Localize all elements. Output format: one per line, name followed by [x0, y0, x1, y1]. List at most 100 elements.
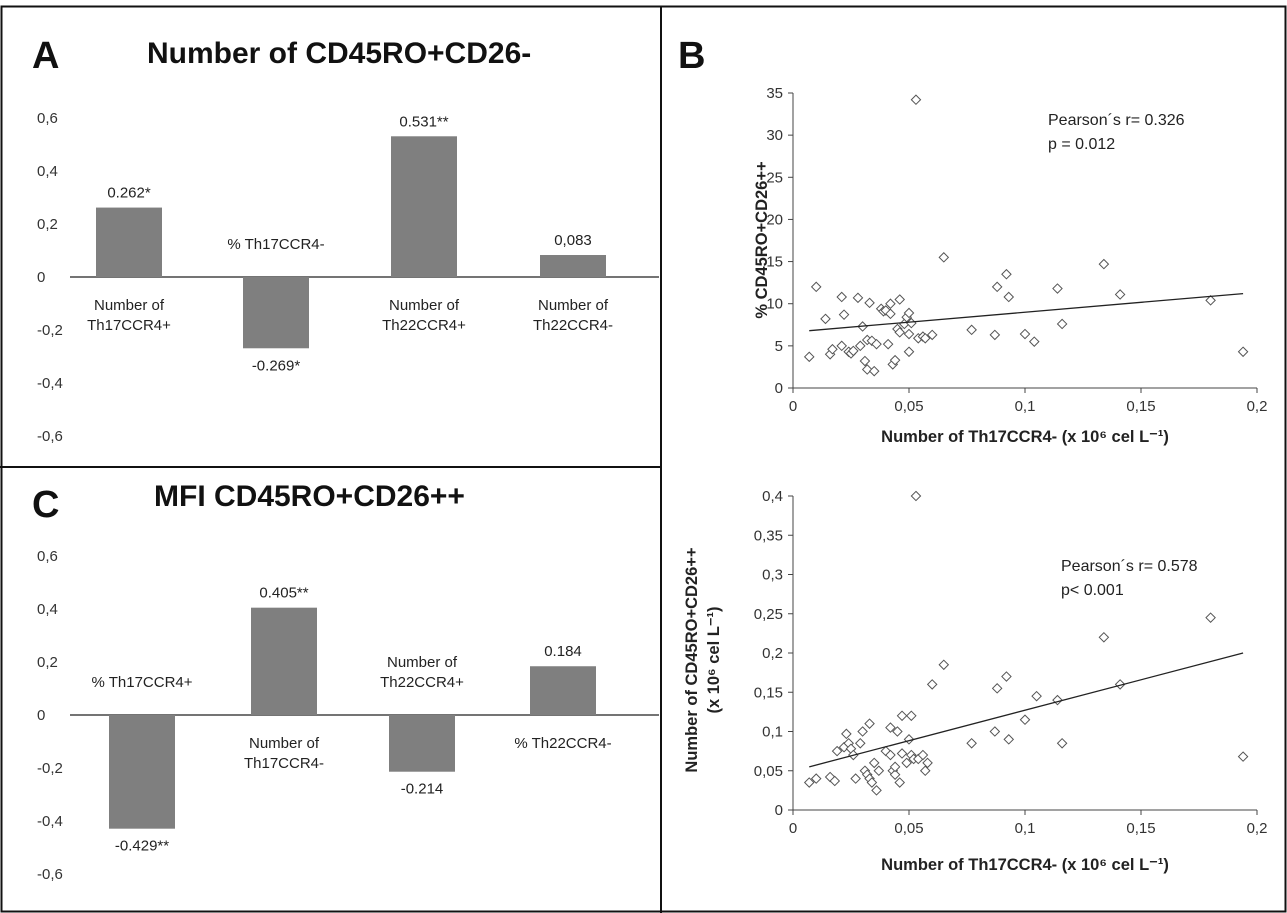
data-point — [926, 679, 938, 690]
data-point — [894, 327, 906, 338]
data-point — [827, 343, 838, 355]
y-tick-label: 0,1 — [762, 724, 783, 741]
data-point — [1001, 268, 1012, 280]
bar-value-label: 0.184 — [544, 643, 582, 660]
x-axis-label: Number of Th17CCR4- (x 10⁶ cel L⁻¹) — [881, 428, 1169, 446]
data-point — [885, 722, 896, 733]
y-tick-label: -0,4 — [37, 813, 63, 830]
data-point — [1001, 671, 1012, 682]
data-point — [1052, 283, 1063, 294]
data-point — [910, 94, 922, 106]
correlation-annotation: p = 0.012 — [1048, 136, 1115, 153]
y-tick-label: 0 — [775, 380, 783, 397]
y-tick-label: 0,4 — [37, 163, 58, 180]
data-point — [926, 329, 938, 341]
data-point — [803, 351, 815, 363]
bar — [243, 277, 309, 349]
data-point — [810, 281, 822, 293]
data-point — [1237, 751, 1249, 762]
correlation-annotation: Pearson´s r= 0.578 — [1061, 558, 1198, 575]
data-point — [859, 355, 871, 367]
data-point — [866, 335, 878, 347]
data-point — [889, 354, 901, 366]
bar-value-label: 0.405** — [259, 585, 308, 602]
y-tick-label: 20 — [766, 211, 783, 228]
data-point — [866, 777, 878, 788]
y-tick-label: -0,6 — [37, 428, 63, 445]
y-tick-label: 0 — [37, 269, 45, 286]
panel-letter-c: C — [32, 484, 59, 526]
bar — [251, 607, 317, 715]
data-point — [885, 749, 896, 761]
data-point — [1003, 734, 1015, 745]
x-axis-label: Number of Th17CCR4- (x 10⁶ cel L⁻¹) — [881, 856, 1169, 874]
y-tick-label: 30 — [766, 127, 783, 144]
data-point — [896, 710, 908, 722]
y-tick-label: 0,2 — [37, 654, 58, 671]
y-tick-label: 0,05 — [754, 763, 783, 780]
data-point — [896, 748, 908, 759]
data-point — [820, 313, 831, 325]
data-point — [910, 490, 922, 502]
data-point — [1019, 328, 1031, 340]
panel-letter-a: A — [32, 35, 59, 77]
figure-frame — [0, 5, 1287, 913]
data-point — [917, 749, 929, 761]
bar — [391, 136, 457, 277]
correlation-annotation: Pearson´s r= 0.326 — [1048, 112, 1185, 129]
category-label: Th22CCR4- — [533, 317, 613, 334]
y-tick-label: -0,2 — [37, 322, 63, 339]
data-point — [1056, 318, 1068, 330]
data-point — [938, 252, 950, 263]
bar-value-label: -0.269* — [252, 357, 301, 374]
y-tick-label: 15 — [766, 254, 783, 271]
data-point — [1098, 631, 1110, 643]
y-tick-label: 35 — [766, 85, 783, 102]
data-point — [903, 346, 915, 358]
x-tick-label: 0,15 — [1126, 398, 1155, 415]
y-tick-label: 0,2 — [762, 645, 783, 662]
data-point — [903, 734, 915, 745]
data-point — [831, 745, 843, 757]
y-tick-label: 0,3 — [762, 567, 783, 584]
bar-value-label: 0.531** — [399, 113, 448, 130]
bar-value-label: -0.214 — [401, 781, 444, 798]
x-tick-label: 0,1 — [1015, 820, 1036, 837]
data-point — [919, 765, 931, 777]
category-label: Number of — [94, 297, 165, 314]
category-label: Number of — [387, 654, 458, 671]
category-label: % Th17CCR4- — [227, 236, 324, 253]
data-point — [838, 309, 850, 320]
y-tick-label: 0,15 — [754, 684, 783, 701]
correlation-annotation: p< 0.001 — [1061, 582, 1124, 599]
data-point — [850, 773, 861, 784]
data-point — [1098, 258, 1110, 270]
bar-value-label: 0,083 — [554, 232, 592, 249]
data-point — [938, 659, 950, 671]
y-tick-label: 0,6 — [37, 110, 58, 127]
data-point — [892, 726, 903, 737]
data-point — [857, 726, 868, 737]
category-label: Number of — [249, 735, 320, 752]
data-point — [868, 757, 880, 769]
data-point — [868, 365, 880, 377]
category-label: Th22CCR4+ — [380, 674, 464, 691]
category-label: % Th17CCR4+ — [91, 674, 192, 691]
data-point — [906, 710, 917, 722]
bar — [540, 255, 606, 277]
y-tick-label: -0,6 — [37, 866, 63, 883]
data-point — [871, 785, 882, 796]
data-point — [903, 328, 915, 340]
y-tick-label: 0 — [775, 802, 783, 819]
x-tick-label: 0,05 — [894, 820, 923, 837]
data-point — [889, 769, 901, 780]
data-point — [1052, 694, 1063, 706]
x-tick-label: 0,2 — [1247, 820, 1268, 837]
bar — [109, 715, 175, 829]
data-point — [1028, 336, 1040, 347]
data-point — [854, 340, 866, 352]
data-point — [919, 332, 931, 344]
data-point — [829, 775, 841, 787]
data-point — [889, 761, 901, 773]
data-point — [1003, 291, 1015, 303]
